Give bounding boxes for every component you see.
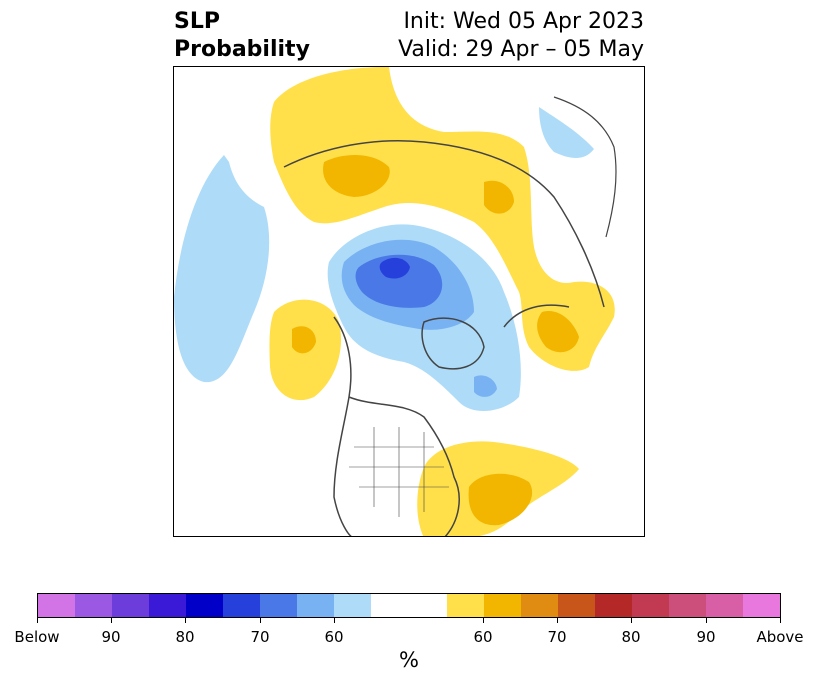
colorbar-segment [558, 594, 595, 617]
colorbar-tick-label: 60 [324, 628, 344, 646]
colorbar-segment [75, 594, 112, 617]
colorbar-segment [447, 594, 484, 617]
colorbar-tick [260, 618, 261, 623]
shade-light-blue-pacific [174, 155, 270, 383]
colorbar-segment [38, 594, 75, 617]
shade-yellow-eurasia [270, 67, 615, 371]
state-borders [349, 427, 449, 517]
shade-orange-europe [537, 311, 579, 353]
probability-map [174, 67, 617, 536]
colorbar-segment [149, 594, 186, 617]
colorbar-tick [780, 618, 781, 623]
colorbar-tick [557, 618, 558, 623]
colorbar-tick-label: Above [756, 628, 804, 646]
colorbar-segment [297, 594, 334, 617]
colorbar-tick [111, 618, 112, 623]
coastline-greenland [421, 317, 485, 370]
init-date: Init: Wed 05 Apr 2023 [403, 9, 644, 34]
colorbar-segment [186, 594, 223, 617]
colorbar-tick [37, 618, 38, 623]
colorbar-tick [706, 618, 707, 623]
colorbar-tick-label: 60 [473, 628, 493, 646]
colorbar-tick-label: 70 [547, 628, 567, 646]
colorbar-tick [334, 618, 335, 623]
colorbar-segment [595, 594, 632, 617]
coastline-eurasia [283, 139, 605, 328]
shade-orange-atlantic [468, 473, 533, 526]
shade-light-blue-asia [539, 107, 594, 158]
shade-blue-arctic [355, 254, 443, 308]
colorbar-tick-label: Below [14, 628, 60, 646]
shade-dark-blue-arctic [379, 257, 410, 279]
colorbar-tick-label: 70 [250, 628, 270, 646]
colorbar-tick-label: 80 [621, 628, 641, 646]
shade-orange-pacific [292, 326, 316, 354]
colorbar-segment [706, 594, 743, 617]
colorbar-segment [521, 594, 558, 617]
colorbar-segment [260, 594, 297, 617]
valid-range: Valid: 29 Apr – 05 May [398, 37, 644, 62]
colorbar-tick [483, 618, 484, 623]
map-panel [173, 66, 645, 537]
colorbar-units: % [399, 648, 419, 672]
colorbar [37, 593, 781, 618]
colorbar-segment [743, 594, 780, 617]
colorbar-segment [223, 594, 260, 617]
shade-orange-siberia [323, 155, 390, 197]
colorbar-tick-label: 80 [175, 628, 195, 646]
map-dates: Init: Wed 05 Apr 2023 Valid: 29 Apr – 05… [398, 8, 644, 64]
colorbar-segment [112, 594, 149, 617]
colorbar-segment [632, 594, 669, 617]
map-title: SLP Probability [174, 8, 310, 64]
colorbar-segment [669, 594, 706, 617]
colorbar-segment [371, 594, 447, 617]
colorbar-tick [631, 618, 632, 623]
colorbar-tick-label: 90 [696, 628, 716, 646]
colorbar-tick-label: 90 [101, 628, 121, 646]
colorbar-tick [185, 618, 186, 623]
title-product: Probability [174, 37, 310, 62]
colorbar-segment [334, 594, 371, 617]
coastline-asia-east [553, 96, 617, 238]
shade-orange-urals [484, 180, 514, 214]
colorbar-segment [484, 594, 521, 617]
coastline-north-america [333, 316, 460, 536]
shade-mid-blue-atlantic [474, 375, 497, 397]
title-variable: SLP [174, 9, 220, 34]
